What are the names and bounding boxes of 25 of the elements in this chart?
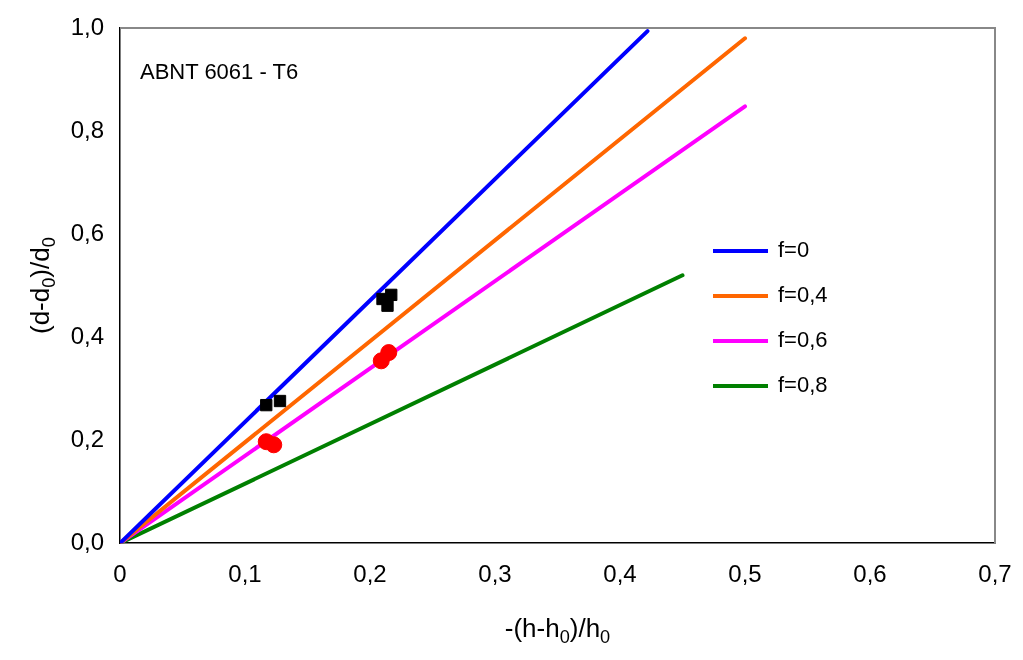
y-tick-label: 0,6 xyxy=(70,218,104,246)
y-tick-label: 1,0 xyxy=(70,12,104,40)
point xyxy=(265,436,283,454)
x-tick-label: 0,1 xyxy=(228,560,262,588)
x-tick-label: 0,4 xyxy=(603,560,637,588)
x-tick-label: 0,5 xyxy=(728,560,762,588)
point xyxy=(273,394,287,408)
x-tick-label: 0,2 xyxy=(353,560,387,588)
y-tick-label: 0,4 xyxy=(70,321,104,349)
y-axis-title: (d-d0)/d0 xyxy=(25,237,59,334)
point xyxy=(260,398,273,412)
legend-label: f=0,8 xyxy=(778,372,828,398)
legend-label: f=0 xyxy=(778,237,810,263)
y-tick-label: 0,0 xyxy=(70,527,104,555)
x-tick-label: 0,3 xyxy=(478,560,512,588)
y-tick-label: 0,2 xyxy=(70,424,104,452)
annotation: ABNT 6061 - T6 xyxy=(140,59,299,85)
legend-label: f=0,6 xyxy=(778,327,828,353)
x-tick-label: 0,6 xyxy=(853,560,887,588)
point xyxy=(385,288,398,302)
y-tick-label: 0,8 xyxy=(70,115,104,143)
legend-label: f=0,4 xyxy=(778,282,828,308)
point xyxy=(380,344,398,362)
x-tick-label: 0,7 xyxy=(978,560,1012,588)
x-tick-label: 0 xyxy=(113,560,127,588)
